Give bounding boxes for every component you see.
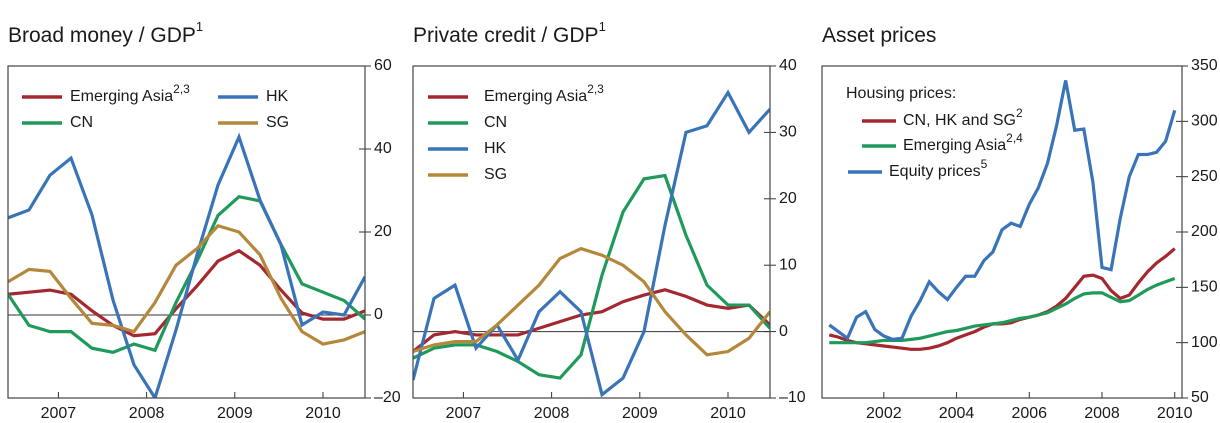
legend-title: Housing prices:: [846, 85, 956, 102]
legend-label: Emerging Asia2,3: [70, 82, 190, 105]
legend-label: Equity prices5: [889, 157, 988, 180]
legend-label: CN: [484, 114, 507, 131]
legend-footnote: 2,3: [587, 82, 604, 96]
y-tick-label: 50: [1191, 389, 1209, 406]
legend-footnote: 2: [1016, 106, 1023, 120]
legend-footnote: 5: [981, 157, 988, 171]
legend-label: Emerging Asia2,3: [484, 82, 604, 105]
series-line: [829, 276, 1176, 345]
x-tick-label: 2010: [1157, 405, 1193, 422]
y-tick-label: 60: [374, 57, 392, 74]
y-tick-label: 10: [779, 256, 797, 273]
legend-label: CN: [70, 114, 93, 131]
y-tick-label: 20: [779, 190, 797, 207]
panel: Private credit / GDP1 –10 0 10 20 30 40 2007 200…: [412, 19, 806, 422]
panel: Broad money / GDP1 –20 0 20 40 60 2007 2008 2009…: [7, 19, 401, 422]
x-tick-label: 2004: [939, 405, 975, 422]
y-tick-label: 30: [779, 124, 797, 141]
legend-label: CN, HK and SG2: [903, 106, 1023, 129]
legend-label: HK: [484, 140, 507, 157]
panel: Asset prices 50 100 150 200 250 300 350 2002 2004…: [821, 24, 1218, 422]
chart-title: Private credit / GDP1: [413, 19, 606, 46]
x-tick-label: 2002: [866, 405, 902, 422]
y-tick-label: 150: [1191, 279, 1218, 296]
series-line: [828, 80, 1177, 341]
title-footnote: 1: [196, 19, 203, 34]
legend-label: Emerging Asia2,4: [903, 131, 1023, 154]
y-tick-label: –20: [374, 389, 401, 406]
y-tick-label: 40: [779, 57, 797, 74]
legend-label: HK: [266, 88, 289, 105]
legend-label: SG: [484, 166, 507, 183]
plot-frame: [412, 65, 771, 399]
x-tick-label: 2009: [217, 405, 253, 422]
y-tick-label: 300: [1191, 113, 1218, 130]
y-tick-label: 200: [1191, 223, 1218, 240]
series-line: [413, 246, 770, 357]
y-tick-label: –10: [779, 389, 806, 406]
y-tick-label: 20: [374, 223, 392, 240]
y-tick-label: 250: [1191, 168, 1218, 185]
y-tick-label: 40: [374, 140, 392, 157]
series-line: [8, 195, 365, 355]
series-line: [8, 223, 365, 346]
x-tick-label: 2010: [305, 405, 341, 422]
chart-title: Asset prices: [822, 24, 936, 47]
series-line: [413, 89, 770, 398]
legend-footnote: 2,3: [173, 82, 190, 96]
series-line: [413, 173, 770, 380]
x-tick-label: 2010: [710, 405, 746, 422]
y-tick-label: 350: [1191, 57, 1218, 74]
series-line: [8, 132, 365, 398]
plot-frame: [7, 65, 366, 399]
x-tick-label: 2008: [129, 405, 165, 422]
x-tick-label: 2008: [534, 405, 570, 422]
x-tick-label: 2007: [41, 405, 77, 422]
y-tick-label: 0: [779, 323, 788, 340]
y-tick-label: 0: [374, 306, 383, 323]
y-tick-label: 100: [1191, 334, 1218, 351]
chart-title: Broad money / GDP1: [8, 19, 203, 46]
legend-label: SG: [266, 114, 289, 131]
x-tick-label: 2008: [1084, 405, 1120, 422]
x-tick-label: 2009: [622, 405, 658, 422]
legend-footnote: 2,4: [1006, 131, 1023, 145]
title-footnote: 1: [599, 19, 606, 34]
plot-frame: [821, 65, 1183, 399]
x-tick-label: 2007: [446, 405, 482, 422]
x-tick-label: 2006: [1011, 405, 1047, 422]
